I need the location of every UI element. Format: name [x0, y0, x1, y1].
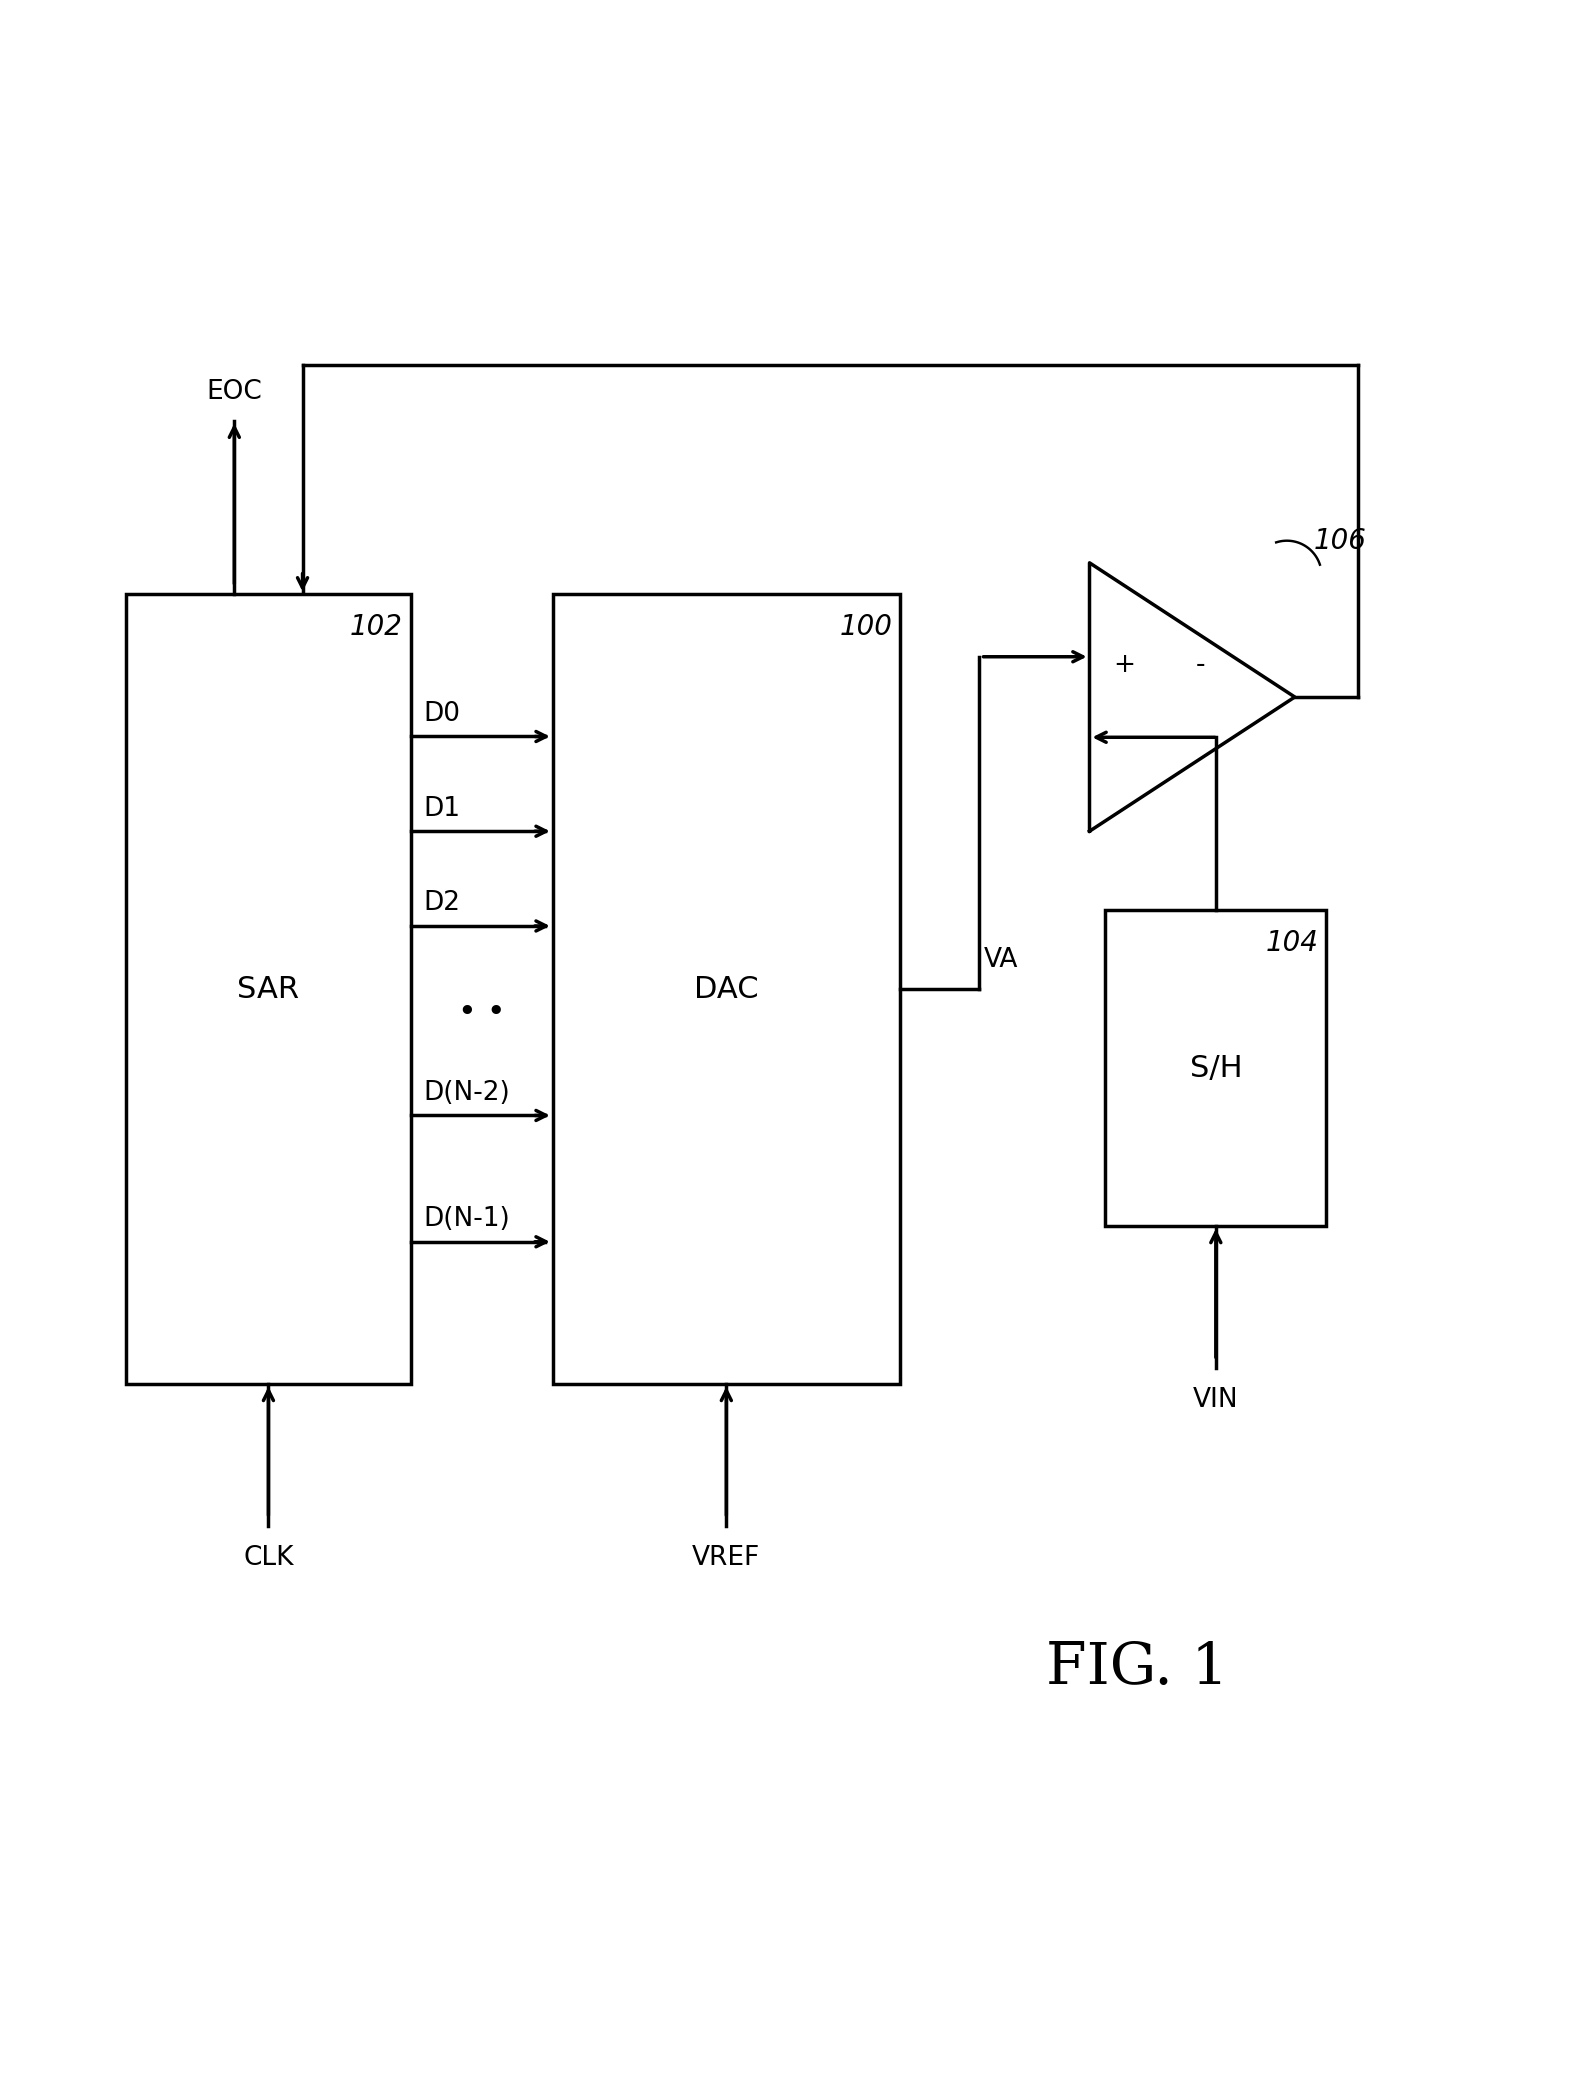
Text: SAR: SAR — [237, 974, 300, 1003]
Text: 100: 100 — [840, 614, 892, 641]
Text: EOC: EOC — [207, 379, 262, 404]
FancyBboxPatch shape — [1105, 910, 1326, 1225]
Text: D2: D2 — [423, 891, 459, 916]
Text: D(N-2): D(N-2) — [423, 1080, 510, 1107]
Text: D1: D1 — [423, 796, 459, 821]
Text: DAC: DAC — [695, 974, 758, 1003]
Text: D(N-1): D(N-1) — [423, 1206, 510, 1231]
Text: CLK: CLK — [243, 1544, 294, 1571]
Text: 102: 102 — [351, 614, 403, 641]
Text: 104: 104 — [1266, 929, 1318, 958]
Text: VA: VA — [984, 947, 1018, 974]
FancyBboxPatch shape — [126, 595, 411, 1385]
Text: VIN: VIN — [1194, 1387, 1238, 1414]
Text: • •: • • — [458, 997, 505, 1028]
Text: 106: 106 — [1314, 527, 1366, 556]
Text: -: - — [1195, 653, 1205, 678]
Text: D0: D0 — [423, 701, 459, 728]
FancyBboxPatch shape — [553, 595, 900, 1385]
Text: VREF: VREF — [692, 1544, 761, 1571]
Text: +: + — [1113, 653, 1135, 678]
Text: FIG. 1: FIG. 1 — [1045, 1640, 1228, 1696]
Text: S/H: S/H — [1189, 1053, 1243, 1082]
